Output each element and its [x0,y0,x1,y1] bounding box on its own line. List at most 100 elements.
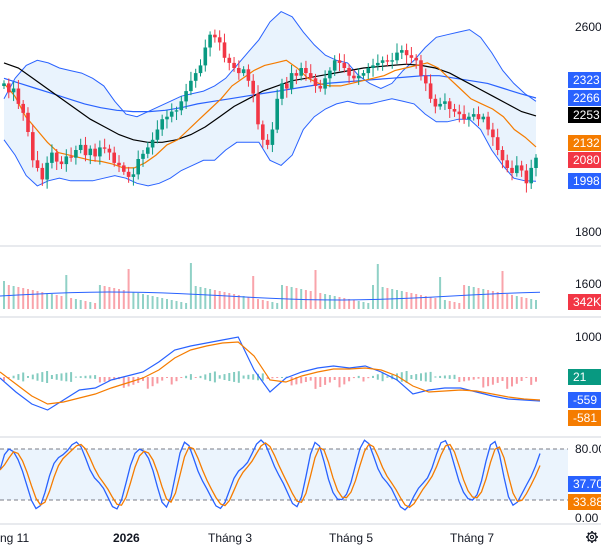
macd-histogram-bar [55,374,58,380]
volume-bar [314,270,317,309]
price-badge-bg [568,107,601,123]
x-label-may: Tháng 5 [329,531,373,545]
candle-body [447,101,452,109]
macd-histogram-bar [333,377,336,380]
candle-body [433,98,438,107]
candle-body [64,156,69,165]
candle-body [150,139,155,148]
volume-bar [79,300,82,309]
candle [165,110,169,129]
price-badge-bg [568,135,601,151]
volume-bar [36,291,39,309]
macd-histogram-bar [98,377,101,383]
volume-bar [458,303,461,309]
volume-bar [429,297,432,309]
candle-body [308,73,313,79]
macd-histogram-bar [27,376,29,378]
candle [390,52,394,69]
candle [337,53,342,72]
candle-body [241,69,246,74]
price-badge-bg [568,72,601,88]
volume-bar [228,293,231,309]
y-tick-1600: 1600 [575,277,601,291]
candle-body [443,101,447,104]
macd-histogram-bar [400,372,403,382]
macd-histogram-bar [314,377,317,389]
macd-histogram-bar [17,374,20,380]
candle [146,141,150,159]
candle [424,68,428,92]
ma-long-line [3,62,537,143]
volume-bar [386,288,389,309]
candle [83,136,88,162]
volume-bar [467,286,470,309]
candle [69,147,73,162]
stoch-y-tick-0: 0.00 [575,511,599,525]
candle [385,54,390,66]
candle-body [400,50,404,53]
candle [117,155,121,173]
candle [198,59,203,77]
candle [428,74,433,103]
candle [59,156,64,169]
volume-bar [362,302,365,309]
candle [237,60,241,80]
volume-bar [266,301,269,309]
macd-histogram-bar [467,377,470,381]
price-badge: 2253 [568,107,601,123]
candle [64,149,69,172]
volume-bar [348,299,351,309]
macd-histogram-bar [276,377,279,378]
candle [361,70,366,79]
macd-histogram-bar [46,371,49,383]
macd-histogram-bar [511,377,513,387]
candle-body [193,73,198,81]
candle [251,74,255,103]
macd-histogram-bar [36,373,39,381]
candle [31,124,35,168]
candlestick-layer [2,29,538,193]
price-badge-label: 2132 [573,136,600,150]
candle-body [515,165,519,174]
candle [107,144,112,160]
candle-body [534,157,538,168]
candle [452,103,457,117]
volume-bar [65,275,68,309]
volume-bar [50,294,53,309]
candle [136,150,140,180]
macd-histogram-bar [41,372,44,382]
candle [289,64,294,95]
macd-histogram-bar [453,374,456,380]
candle [40,163,45,186]
volume-bar [180,302,183,309]
candle-body [59,161,64,165]
volume-bar [396,290,398,309]
price-badge: 37.70 [568,476,601,492]
macd-histogram-bar [113,377,116,381]
macd-histogram-bar [496,377,499,383]
price-badge: 342K [568,294,601,310]
macd-histogram-bar [357,375,360,379]
candle-body [2,83,6,86]
macd-histogram-bar [12,375,15,379]
macd-histogram-bar [189,374,192,380]
macd-histogram-bar [146,377,149,389]
volume-bar [98,285,101,309]
candle-body [203,47,208,66]
volume-bar [189,263,192,309]
candle-body [54,152,59,162]
volume-bar [118,289,120,309]
price-badge-bg [568,494,601,510]
candle-body [438,103,442,107]
volume-bar [84,301,87,309]
candle-body [222,42,227,58]
candle [141,150,145,167]
candle-body [409,55,414,58]
macd-histogram-bar [324,377,327,385]
candle-body [462,114,466,120]
volume-bar [242,296,245,309]
candle [476,106,481,126]
volume-bar [295,288,298,309]
gear-icon[interactable] [586,531,598,543]
